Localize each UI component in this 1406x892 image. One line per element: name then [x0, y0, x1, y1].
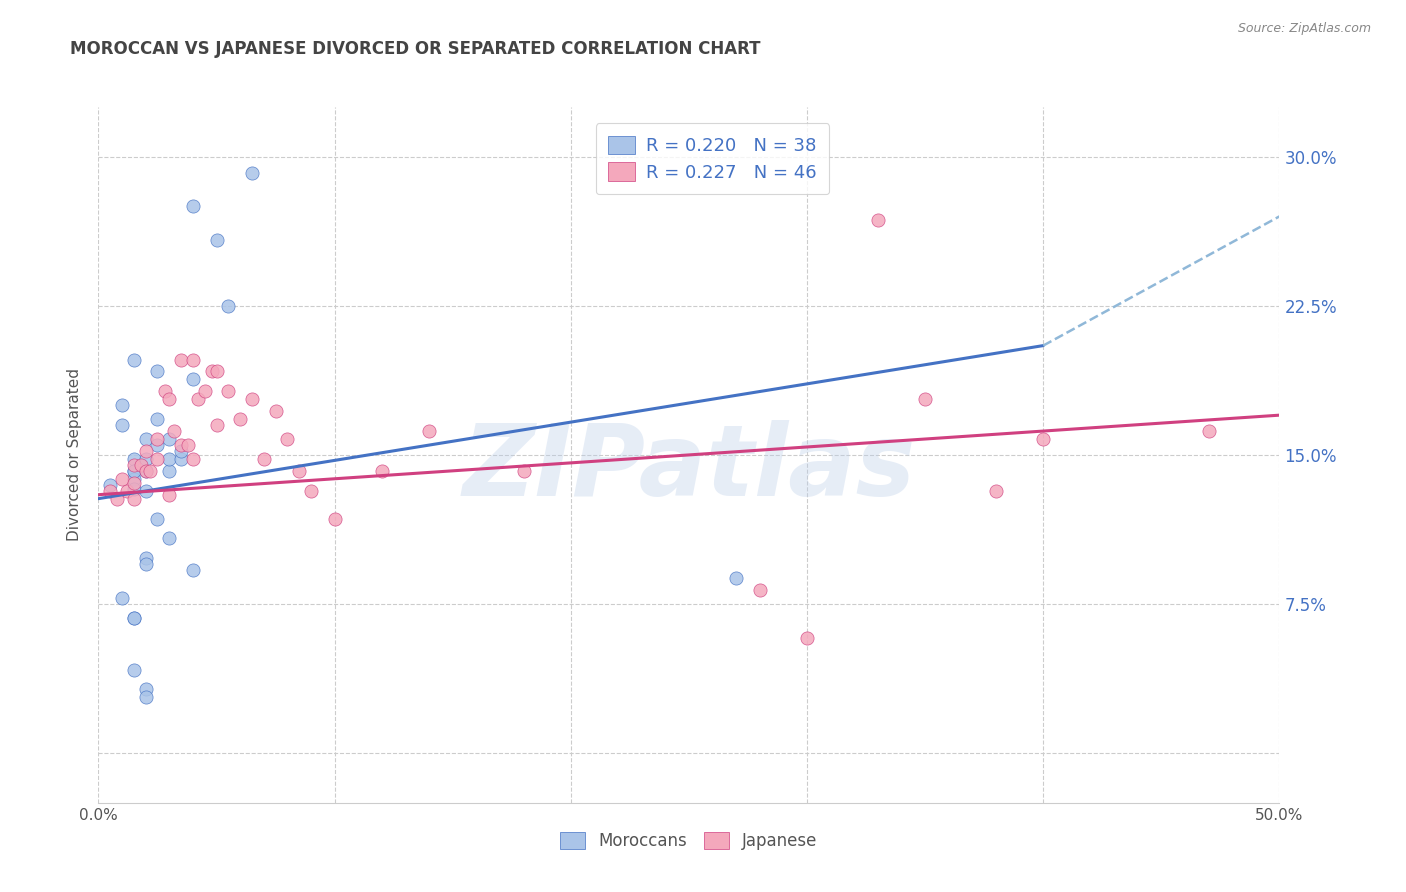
Text: MOROCCAN VS JAPANESE DIVORCED OR SEPARATED CORRELATION CHART: MOROCCAN VS JAPANESE DIVORCED OR SEPARAT… — [70, 40, 761, 58]
Point — [122, 451, 145, 466]
Point — [146, 438, 169, 452]
Point — [157, 432, 180, 446]
Point — [122, 482, 145, 496]
Point — [157, 392, 180, 407]
Point — [181, 372, 204, 386]
Point — [181, 199, 204, 213]
Point — [177, 438, 200, 452]
Point — [122, 491, 145, 506]
Point — [187, 392, 209, 407]
Point — [135, 444, 157, 458]
Point — [146, 511, 169, 525]
Point — [135, 682, 157, 697]
Point — [122, 464, 145, 478]
Point — [217, 384, 239, 399]
Point — [181, 563, 204, 577]
Point — [135, 690, 157, 705]
Point — [163, 424, 186, 438]
Legend: Moroccans, Japanese: Moroccans, Japanese — [554, 826, 824, 857]
Point — [299, 483, 322, 498]
Point — [146, 412, 169, 426]
Point — [122, 352, 145, 367]
Point — [135, 551, 157, 566]
Point — [170, 352, 193, 367]
Point — [194, 384, 217, 399]
Point — [205, 418, 228, 433]
Point — [135, 432, 157, 446]
Point — [122, 458, 145, 472]
Point — [122, 611, 145, 625]
Point — [135, 483, 157, 498]
Point — [122, 472, 145, 486]
Text: Source: ZipAtlas.com: Source: ZipAtlas.com — [1237, 22, 1371, 36]
Point — [139, 464, 162, 478]
Point — [229, 412, 252, 426]
Point — [796, 631, 818, 645]
Point — [115, 483, 138, 498]
Point — [725, 571, 748, 585]
Point — [122, 464, 145, 478]
Point — [98, 483, 121, 498]
Y-axis label: Divorced or Separated: Divorced or Separated — [67, 368, 83, 541]
Point — [181, 451, 204, 466]
Point — [146, 432, 169, 446]
Point — [1198, 424, 1220, 438]
Point — [512, 464, 534, 478]
Point — [418, 424, 440, 438]
Point — [866, 213, 889, 227]
Point — [135, 558, 157, 572]
Point — [157, 488, 180, 502]
Point — [170, 438, 193, 452]
Point — [240, 392, 263, 407]
Point — [122, 475, 145, 490]
Point — [288, 464, 311, 478]
Point — [170, 444, 193, 458]
Point — [748, 583, 770, 598]
Point — [122, 611, 145, 625]
Point — [323, 511, 346, 525]
Point — [111, 398, 134, 412]
Point — [135, 451, 157, 466]
Point — [146, 364, 169, 378]
Point — [111, 418, 134, 433]
Point — [98, 477, 121, 491]
Point — [253, 451, 276, 466]
Point — [264, 404, 287, 418]
Point — [157, 451, 180, 466]
Point — [181, 352, 204, 367]
Point — [153, 384, 176, 399]
Point — [276, 432, 298, 446]
Point — [914, 392, 936, 407]
Point — [135, 464, 157, 478]
Point — [122, 663, 145, 677]
Point — [205, 233, 228, 247]
Point — [170, 451, 193, 466]
Text: ZIPatlas: ZIPatlas — [463, 420, 915, 517]
Point — [984, 483, 1007, 498]
Point — [111, 472, 134, 486]
Point — [135, 464, 157, 478]
Point — [217, 299, 239, 313]
Point — [157, 464, 180, 478]
Point — [157, 532, 180, 546]
Point — [1032, 432, 1054, 446]
Point — [201, 364, 224, 378]
Point — [205, 364, 228, 378]
Point — [371, 464, 394, 478]
Point — [105, 491, 128, 506]
Point — [129, 458, 152, 472]
Point — [240, 166, 263, 180]
Point — [111, 591, 134, 605]
Point — [146, 451, 169, 466]
